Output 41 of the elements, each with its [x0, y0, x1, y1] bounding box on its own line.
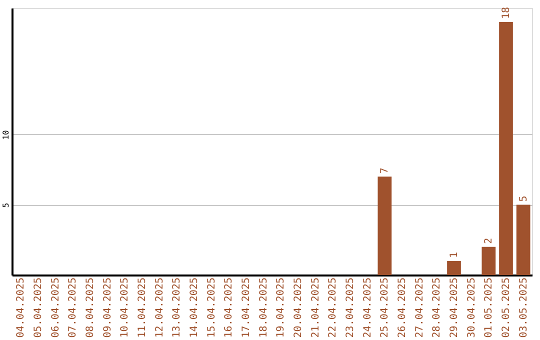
x-tick-label: 09.04.2025 — [102, 278, 114, 338]
bar — [482, 246, 496, 275]
x-tick-label: 22.04.2025 — [328, 278, 339, 338]
x-tick-label: 25.04.2025 — [380, 278, 391, 338]
data-label: 18 — [501, 7, 512, 20]
x-tick-label: 03.05.2025 — [518, 278, 530, 338]
x-tick-label: 08.04.2025 — [85, 278, 96, 338]
x-tick-label: 20.04.2025 — [293, 278, 304, 338]
data-label: 7 — [380, 168, 391, 174]
x-tick-label: 14.04.2025 — [189, 278, 200, 338]
x-tick-label: 13.04.2025 — [172, 278, 183, 338]
x-tick-label: 10.04.2025 — [120, 278, 131, 338]
x-tick-label: 01.05.2025 — [484, 278, 495, 338]
bar — [447, 260, 461, 275]
x-tick-label: 28.04.2025 — [432, 278, 443, 338]
x-tick-label: 05.04.2025 — [33, 278, 44, 338]
x-tick-label: 16.04.2025 — [224, 278, 235, 338]
x-tick-label: 18.04.2025 — [258, 278, 270, 338]
x-tick-label: 07.04.2025 — [68, 278, 79, 338]
x-tick-label: 11.04.2025 — [137, 278, 148, 338]
bar — [499, 22, 513, 275]
x-tick-label: 30.04.2025 — [466, 278, 478, 338]
x-tick-label: 12.04.2025 — [154, 278, 166, 338]
x-tick-label: 27.04.2025 — [414, 278, 426, 338]
x-tick-label: 15.04.2025 — [206, 278, 218, 338]
x-tick-label: 06.04.2025 — [50, 278, 62, 338]
bar — [516, 204, 530, 275]
data-label: 2 — [484, 238, 495, 244]
x-tick-label: 19.04.2025 — [276, 278, 287, 338]
data-label: 1 — [449, 252, 460, 258]
x-tick-label: 21.04.2025 — [310, 278, 322, 338]
x-tick-label: 26.04.2025 — [397, 278, 408, 338]
x-tick-label: 02.05.2025 — [501, 278, 512, 338]
bar — [378, 176, 392, 275]
x-tick-label: 17.04.2025 — [241, 278, 252, 338]
y-tick-label: 10 — [2, 130, 10, 140]
x-tick-label: 29.04.2025 — [449, 278, 460, 338]
x-tick-label: 24.04.2025 — [362, 278, 374, 338]
x-tick-label: 23.04.2025 — [345, 278, 356, 338]
data-label: 5 — [518, 196, 530, 202]
x-tick-label: 04.04.2025 — [16, 278, 27, 338]
